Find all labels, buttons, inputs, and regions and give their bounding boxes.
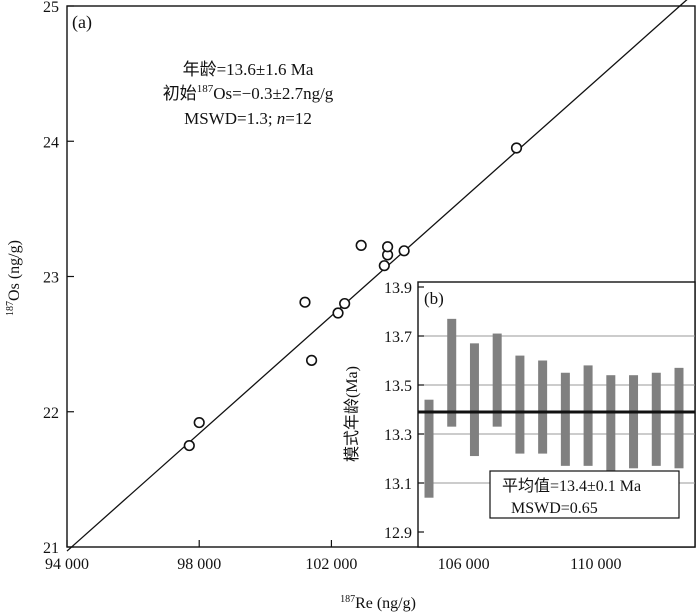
regression-line xyxy=(66,0,688,552)
data-point xyxy=(339,297,351,310)
y-tick-label-b: 13.7 xyxy=(384,329,412,346)
y-tick-label-b: 13.9 xyxy=(384,280,412,297)
y-tick-label: 23 xyxy=(43,270,59,287)
error-bar xyxy=(651,372,661,466)
x-axis-label-superscript: 187 xyxy=(340,594,355,605)
data-point xyxy=(398,245,410,257)
mswd-label-b: MSWD=0.65 xyxy=(511,500,598,517)
mswd-suffix: =12 xyxy=(285,109,312,128)
initial-rest: Os=−0.3±2.7ng/g xyxy=(213,84,334,103)
regression-line-group xyxy=(66,0,688,552)
legend-box-b xyxy=(489,470,680,519)
error-bar xyxy=(629,375,639,469)
error-bar xyxy=(469,343,479,457)
data-point xyxy=(183,439,195,452)
y-tick-label: 21 xyxy=(43,540,59,557)
initial-superscript: 187 xyxy=(197,83,214,95)
mswd-n: n xyxy=(277,109,286,128)
mean-value-label: 平均值=13.4±0.1 Ma xyxy=(502,477,641,495)
axis-ticks-b: 12.9 13.1 13.3 13.5 13.7 13.9 xyxy=(384,280,424,542)
error-bar xyxy=(583,365,593,466)
error-bar xyxy=(538,360,548,454)
age-annotation: 年龄=13.6±1.6 Ma xyxy=(183,60,314,79)
initial-prefix: 初始 xyxy=(163,84,197,103)
data-point xyxy=(378,260,390,272)
data-point xyxy=(382,241,394,253)
panel-label-b: (b) xyxy=(424,289,444,308)
x-tick-label: 110 000 xyxy=(570,556,621,573)
y-axis-label: 187Os (ng/g) xyxy=(5,240,23,316)
data-points-a xyxy=(183,142,523,452)
x-tick-label: 98 000 xyxy=(177,556,221,573)
data-point xyxy=(193,416,205,429)
panel-a: 94 000 98 000 102 000 106 000 110 000 21 22 23 2… xyxy=(5,0,696,612)
error-bars-b xyxy=(424,318,684,498)
x-tick-label: 106 000 xyxy=(438,556,490,573)
mswd-annotation-a: MSWD=1.3; n=12 xyxy=(184,109,312,128)
error-bar xyxy=(492,333,502,427)
y-axis-label-superscript: 187 xyxy=(5,301,16,316)
initial-os-annotation: 初始187Os=−0.3±2.7ng/g xyxy=(163,83,334,103)
y-tick-label-b: 13.1 xyxy=(384,476,412,493)
error-bar xyxy=(674,367,684,469)
x-axis-label-text: Re (ng/g) xyxy=(355,595,416,612)
x-tick-label: 102 000 xyxy=(305,556,357,573)
error-bar xyxy=(424,399,434,498)
y-tick-label: 22 xyxy=(43,405,59,422)
mswd-prefix: MSWD=1.3; xyxy=(184,109,277,128)
y-tick-label-b: 12.9 xyxy=(384,525,412,542)
x-tick-label: 94 000 xyxy=(45,556,89,573)
error-bar xyxy=(447,318,457,427)
x-axis-label: 187Re (ng/g) xyxy=(340,594,416,612)
y-tick-label-b: 13.5 xyxy=(384,378,412,395)
error-bar xyxy=(515,355,525,454)
data-point xyxy=(510,142,523,154)
y-axis-label-text: Os (ng/g) xyxy=(6,240,23,301)
error-bar xyxy=(560,372,570,466)
data-point xyxy=(299,296,311,308)
y-axis-label-b: 模式年龄(Ma) xyxy=(343,366,361,462)
y-tick-label: 25 xyxy=(43,0,59,16)
panel-b: 12.9 13.1 13.3 13.5 13.7 13.9 (b) 模式年龄(Ma) 平均… xyxy=(343,280,696,548)
data-point xyxy=(305,354,318,366)
y-tick-label-b: 13.3 xyxy=(384,427,412,444)
data-point xyxy=(355,239,367,251)
data-point xyxy=(332,307,344,319)
panel-label-a: (a) xyxy=(72,12,92,33)
error-bar xyxy=(606,375,616,471)
y-tick-label: 24 xyxy=(43,134,59,151)
